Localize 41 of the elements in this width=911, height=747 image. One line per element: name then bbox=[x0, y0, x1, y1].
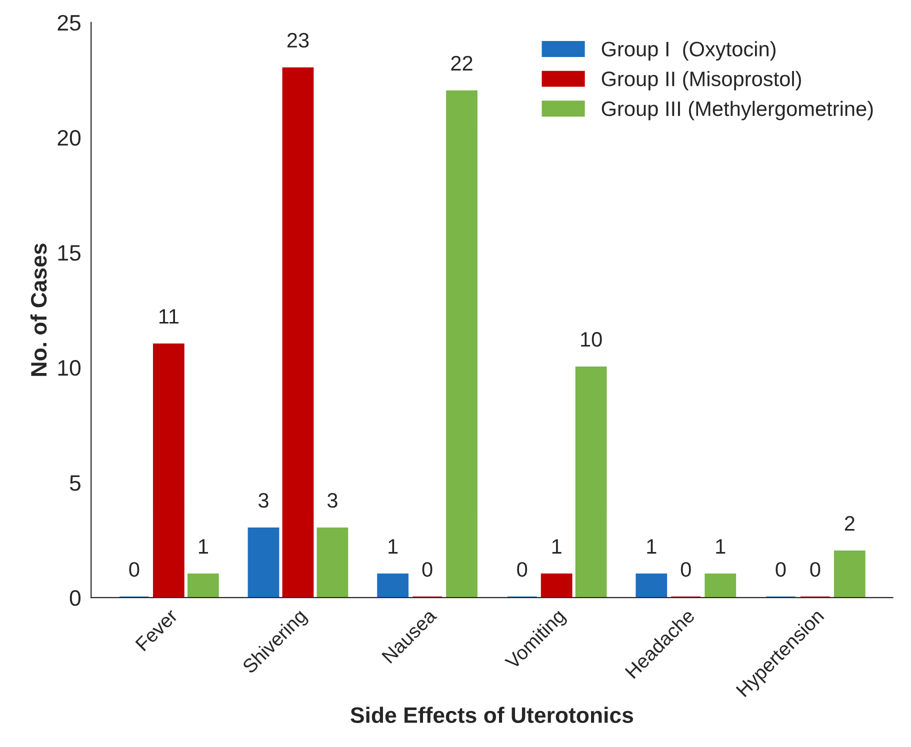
data-label: 1 bbox=[552, 539, 562, 554]
bar bbox=[704, 574, 736, 598]
data-label: 0 bbox=[129, 562, 140, 577]
bar bbox=[152, 343, 184, 598]
y-tick-label: 15 bbox=[58, 245, 80, 261]
data-label: 0 bbox=[680, 562, 691, 577]
data-label: 11 bbox=[159, 309, 178, 324]
data-label: 1 bbox=[716, 539, 726, 554]
y-tick-label: 0 bbox=[70, 590, 81, 606]
data-label: 0 bbox=[517, 562, 528, 577]
data-label: 2 bbox=[844, 516, 854, 531]
y-tick-label: 10 bbox=[58, 360, 81, 376]
legend-label: Group III (Methylergometrine) bbox=[602, 100, 873, 120]
data-label: 1 bbox=[388, 539, 398, 554]
data-label: 0 bbox=[776, 562, 786, 577]
data-label: 0 bbox=[422, 562, 432, 577]
data-label: 10 bbox=[581, 332, 602, 347]
y-axis-title: No. of Cases bbox=[30, 244, 47, 376]
data-label: 3 bbox=[258, 493, 268, 508]
data-label: 23 bbox=[287, 32, 309, 48]
bar bbox=[575, 366, 607, 598]
data-label: 1 bbox=[647, 539, 656, 554]
y-tick-label: 25 bbox=[58, 14, 80, 31]
bar bbox=[446, 90, 478, 598]
bar bbox=[282, 67, 314, 598]
legend-label: Group I (Oxytocin) bbox=[602, 41, 776, 61]
bar bbox=[636, 574, 668, 598]
legend-label: Group II (Misoprostol) bbox=[602, 70, 801, 90]
bar bbox=[316, 528, 348, 598]
data-label: 0 bbox=[810, 562, 820, 577]
bar bbox=[248, 528, 280, 598]
bar bbox=[834, 550, 866, 598]
x-axis-title: Side Effects of Uterotonics bbox=[350, 706, 634, 724]
y-tick-label: 5 bbox=[70, 475, 80, 491]
data-label: 22 bbox=[451, 56, 472, 70]
bar bbox=[540, 574, 572, 598]
bar bbox=[377, 574, 409, 598]
y-tick-label: 20 bbox=[58, 130, 81, 146]
data-label: 3 bbox=[327, 493, 338, 508]
data-label: 1 bbox=[198, 539, 208, 554]
bar bbox=[187, 574, 219, 598]
